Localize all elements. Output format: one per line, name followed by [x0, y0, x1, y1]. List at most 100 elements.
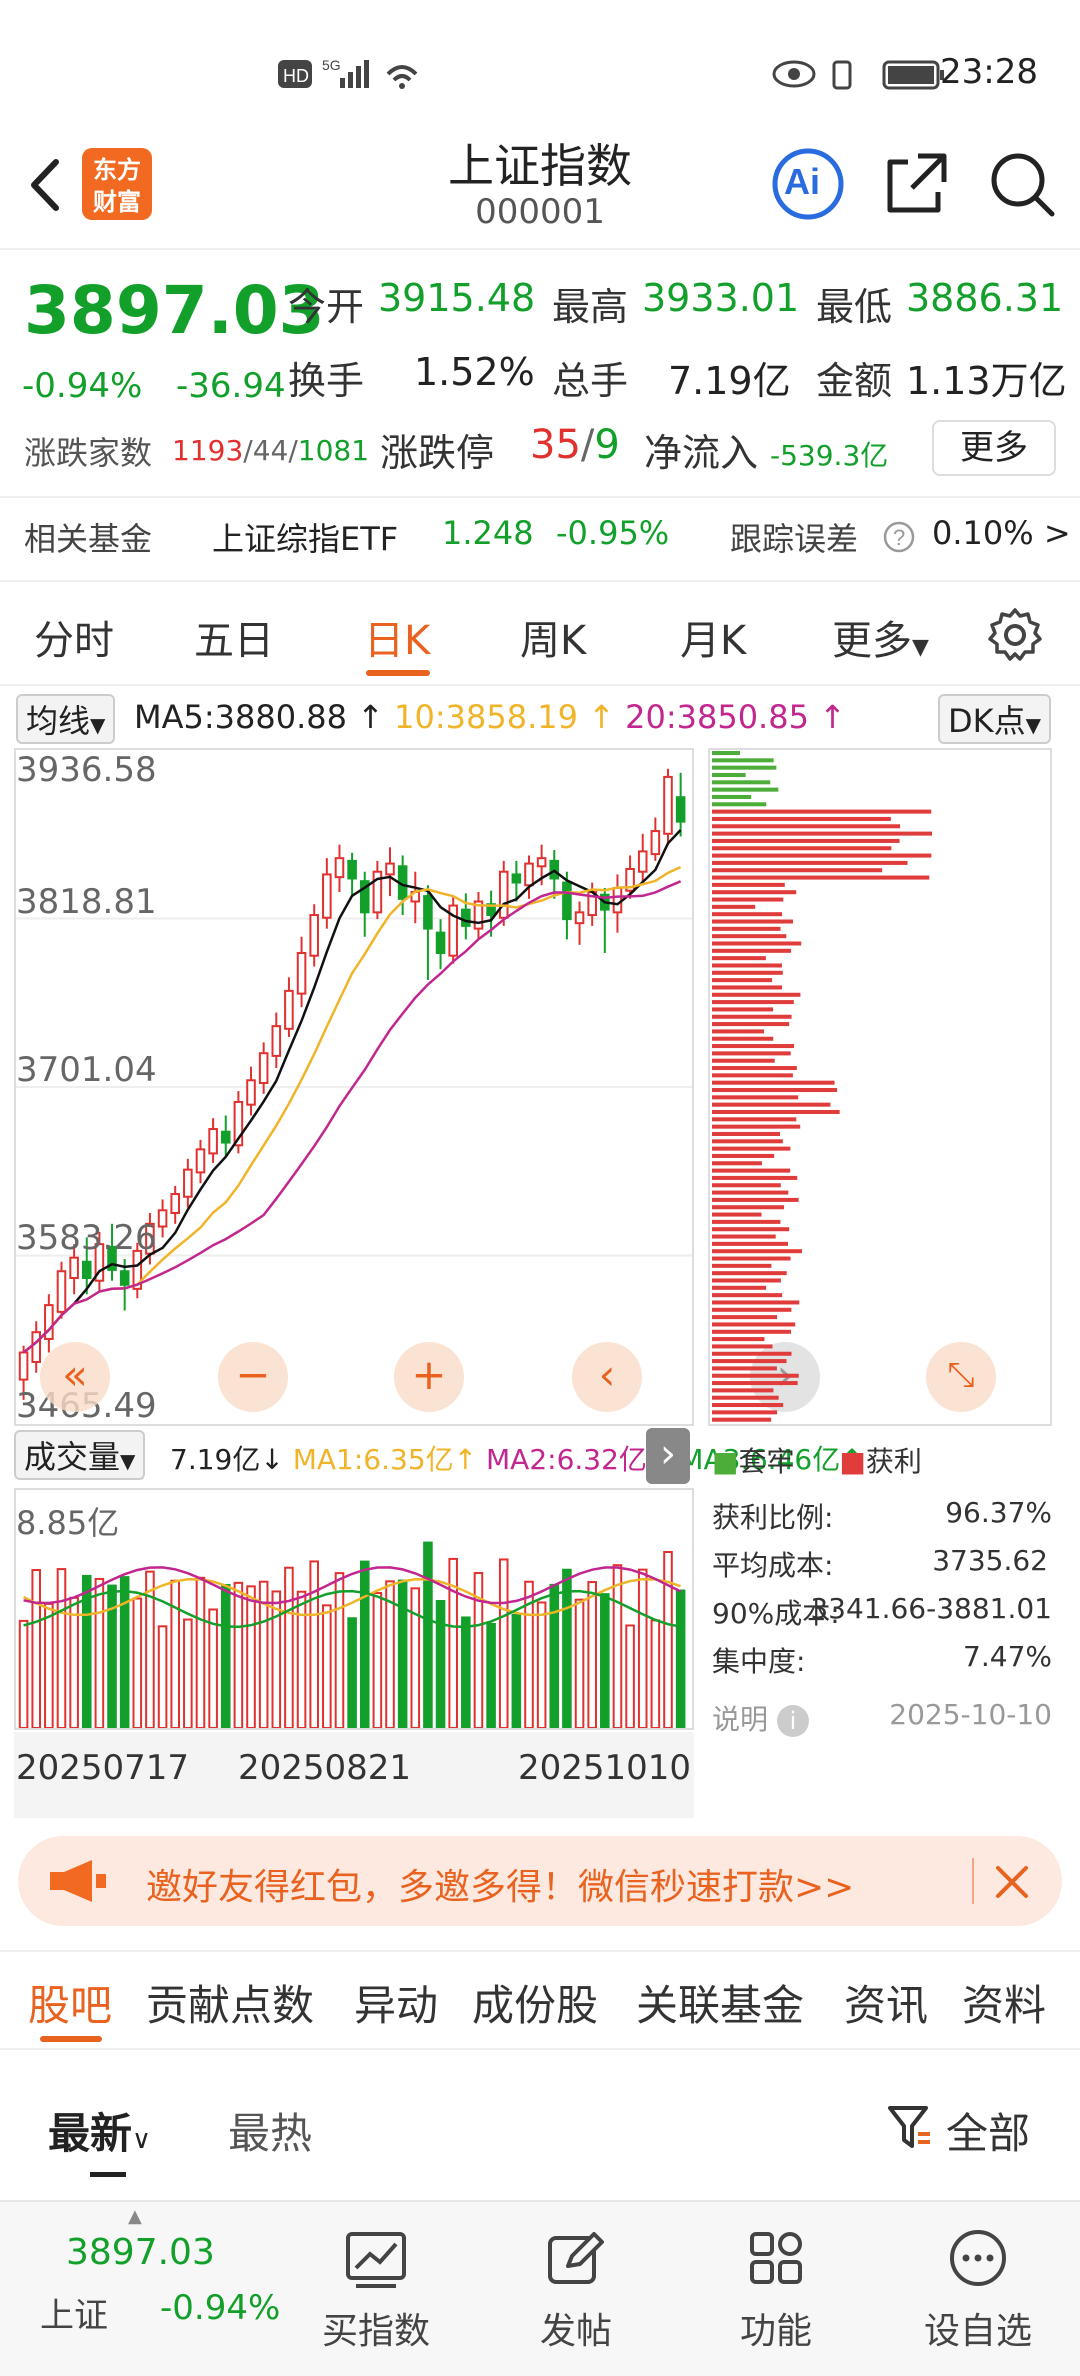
share-icon[interactable]: [878, 146, 954, 222]
volume-ma-line: [23, 1589, 681, 1629]
search-icon[interactable]: [984, 146, 1060, 222]
sort-latest[interactable]: 最新∨: [48, 2109, 152, 2158]
candle: [423, 895, 433, 930]
distribution-bar: [712, 758, 774, 763]
tab-constituents[interactable]: 成份股: [472, 1981, 599, 2030]
distribution-bar: [712, 1410, 778, 1415]
settings-gear-icon[interactable]: [986, 606, 1044, 664]
candle: [359, 880, 370, 914]
fullscreen-button[interactable]: ⤡: [926, 1342, 996, 1412]
candle: [271, 1025, 282, 1057]
scroll-start-button[interactable]: «: [40, 1342, 110, 1412]
volume-bar: [511, 1613, 522, 1729]
distribution-bar: [712, 1212, 762, 1217]
scroll-left-button[interactable]: ‹: [572, 1342, 642, 1412]
tab-daily-k[interactable]: 日K: [364, 618, 431, 664]
volume-label: 总手: [552, 359, 629, 403]
candle: [435, 931, 446, 954]
limit-down: 9: [594, 422, 620, 468]
candle: [246, 1079, 256, 1106]
ma-selector[interactable]: 均线▼: [16, 694, 116, 744]
index-mini-quote[interactable]: ▲ 3897.03 上证 -0.94%: [20, 2202, 280, 2376]
nav-post[interactable]: 发帖: [506, 2202, 646, 2376]
candle: [119, 1270, 130, 1286]
volume-bar: [31, 1569, 42, 1729]
help-icon[interactable]: ?: [882, 520, 916, 554]
distribution-bar: [712, 1403, 784, 1408]
distribution-bar: [712, 1307, 792, 1312]
distribution-bar: [712, 1168, 791, 1173]
candle: [650, 830, 661, 856]
ma-values: MA5:3880.88 ↑ 10:3858.19 ↑ 20:3850.85 ↑: [134, 698, 846, 736]
distribution-bar: [712, 809, 932, 814]
zoom-out-button[interactable]: −: [218, 1342, 288, 1412]
volume-bar: [562, 1568, 572, 1729]
expand-indicators-button[interactable]: ›: [646, 1428, 690, 1484]
candle: [562, 881, 572, 921]
distribution-bar: [712, 1109, 840, 1115]
distribution-bar: [712, 1241, 789, 1246]
tab-profile[interactable]: 资料: [962, 1981, 1047, 2030]
kline-chart[interactable]: [14, 748, 694, 1426]
candle: [372, 870, 383, 914]
fund-name[interactable]: 上证综指ETF: [212, 520, 399, 558]
distribution-bar: [712, 1351, 792, 1356]
volume-bar: [486, 1622, 496, 1730]
volume-bar: [220, 1583, 231, 1729]
tracking-error-value: 0.10% >: [932, 514, 1071, 552]
stats-note-row[interactable]: 说明 i 2025-10-10: [712, 1698, 1052, 1738]
distribution-bar: [712, 868, 883, 873]
distribution-bar: [712, 882, 785, 887]
volume-chart[interactable]: [14, 1488, 694, 1730]
distribution-bar: [712, 802, 767, 807]
zoom-in-button[interactable]: +: [394, 1342, 464, 1412]
limit-up: 35: [530, 422, 581, 468]
sort-hot[interactable]: 最热: [228, 2109, 313, 2158]
limit-value: 35/9: [530, 422, 620, 468]
distribution-bar: [712, 992, 801, 997]
ai-button[interactable]: Ai: [770, 146, 846, 222]
chart-tabs: 分时 五日 日K 周K 月K 更多▼: [0, 590, 1080, 686]
filter-icon[interactable]: [886, 2102, 934, 2154]
nav-buy-index[interactable]: 买指数: [306, 2202, 446, 2376]
distribution-bar: [712, 794, 752, 799]
candle: [637, 850, 648, 873]
close-icon[interactable]: [992, 1862, 1032, 1902]
tab-minute[interactable]: 分时: [34, 618, 114, 664]
info-icon: i: [776, 1705, 809, 1737]
nav-add-watchlist[interactable]: 设自选: [908, 2202, 1048, 2376]
distribution-bar: [712, 772, 746, 778]
stat-row: 90%成本: 3341.66-3881.01: [712, 1592, 1052, 1630]
tab-contribution[interactable]: 贡献点数: [146, 1981, 315, 2030]
distribution-bar: [712, 1417, 772, 1422]
tab-five-day[interactable]: 五日: [194, 618, 274, 664]
volume-ma1: MA1:6.35亿: [292, 1443, 454, 1476]
promo-banner[interactable]: 邀好友得红包，多邀多得！微信秒速打款>>: [18, 1836, 1062, 1926]
tab-news[interactable]: 资讯: [844, 1981, 929, 2030]
distribution-bar: [712, 1381, 798, 1386]
megaphone-icon: [50, 1860, 106, 1902]
tab-anomaly[interactable]: 异动: [354, 1981, 439, 2030]
tab-more[interactable]: 更多▼: [832, 618, 929, 664]
candle: [132, 1249, 143, 1290]
tab-monthly-k[interactable]: 月K: [680, 618, 747, 664]
back-arrow-icon[interactable]: [22, 150, 72, 220]
volume-bar: [18, 1619, 29, 1729]
chip-distribution-chart: [708, 748, 1052, 1426]
tab-guba[interactable]: 股吧: [28, 1981, 113, 2030]
tab-weekly-k[interactable]: 周K: [520, 618, 587, 664]
tab-related-funds[interactable]: 关联基金: [636, 1981, 805, 2030]
volume-selector[interactable]: 成交量▼: [14, 1430, 146, 1480]
distribution-bar: [712, 1337, 765, 1342]
distribution-bar: [712, 919, 794, 924]
more-button[interactable]: 更多: [932, 420, 1056, 476]
distribution-bar: [712, 1278, 781, 1283]
filter-all[interactable]: 全部: [946, 2109, 1031, 2158]
change-pct: -0.94%: [22, 366, 143, 406]
volume-bar: [296, 1590, 307, 1729]
dk-point-selector[interactable]: DK点▼: [938, 694, 1052, 744]
volume-ma-line: [23, 1577, 681, 1617]
nav-functions[interactable]: 功能: [706, 2202, 846, 2376]
distribution-bar: [712, 1388, 774, 1393]
distribution-bar: [712, 1227, 790, 1232]
